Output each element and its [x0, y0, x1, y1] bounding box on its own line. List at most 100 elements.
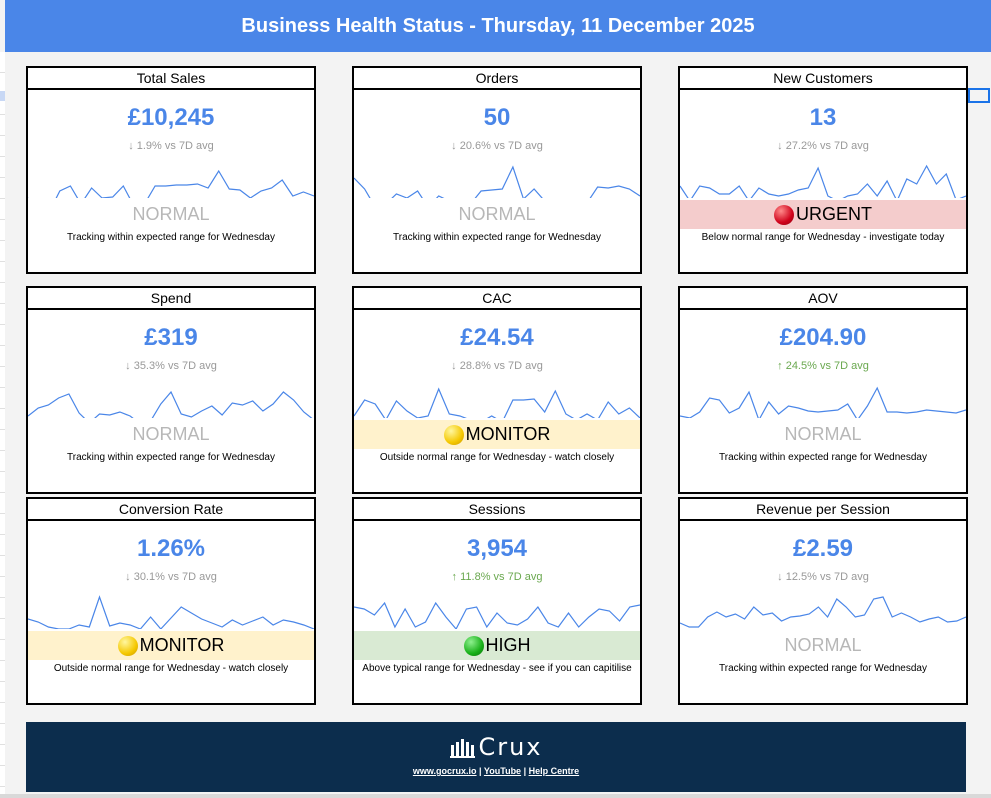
status-description: Above typical range for Wednesday - see … — [362, 663, 632, 674]
card-title: CAC — [354, 288, 640, 310]
card-change: ↑ 24.5% vs 7D avg — [777, 360, 869, 372]
kpi-card-new-customers: New Customers 13 ↓ 27.2% vs 7D avg URGEN… — [678, 66, 968, 274]
card-value: £319 — [144, 324, 198, 351]
kpi-card-orders: Orders 50 ↓ 20.6% vs 7D avg NORMAL Track… — [352, 66, 642, 274]
kpi-card-total-sales: Total Sales £10,245 ↓ 1.9% vs 7D avg NOR… — [26, 66, 316, 274]
sparkline-series — [354, 387, 640, 418]
card-value: £204.90 — [779, 324, 867, 351]
status-band: MONITOR — [354, 420, 640, 449]
kpi-card-cac: CAC £24.54 ↓ 28.8% vs 7D avg MONITOR Out… — [352, 286, 642, 494]
green-circle-icon — [463, 635, 484, 656]
link-separator: | — [521, 766, 529, 776]
sparkline — [354, 165, 640, 198]
yellow-circle-icon — [443, 424, 464, 445]
card-value: 13 — [809, 104, 837, 131]
card-title: Spend — [28, 288, 314, 310]
status-label: HIGH — [485, 635, 531, 655]
status-description: Tracking within expected range for Wedne… — [67, 232, 275, 243]
card-change: ↓ 27.2% vs 7D avg — [777, 140, 869, 152]
status-label: NORMAL — [458, 204, 536, 224]
card-title: Orders — [354, 68, 640, 90]
footer-links: www.gocrux.io | YouTube | Help Centre — [26, 766, 966, 776]
bottom-scrollbar[interactable] — [0, 794, 991, 798]
kpi-card-sessions: Sessions 3,954 ↑ 11.8% vs 7D avg HIGH Ab… — [352, 497, 642, 705]
sparkline-series — [28, 390, 313, 418]
status-description: Outside normal range for Wednesday - wat… — [379, 452, 615, 463]
status-label: MONITOR — [465, 424, 551, 444]
active-cell-selection[interactable] — [968, 88, 990, 103]
building-columns-icon — [450, 739, 476, 758]
card-value: 3,954 — [466, 535, 528, 562]
kpi-card-conversion-rate: Conversion Rate 1.26% ↓ 30.1% vs 7D avg … — [26, 497, 316, 705]
card-change: ↓ 12.5% vs 7D avg — [777, 571, 869, 583]
sparkline — [680, 164, 966, 198]
sparkline-series — [354, 165, 640, 198]
sparkline-series — [354, 601, 640, 629]
card-change: ↓ 28.8% vs 7D avg — [451, 360, 543, 372]
card-title: Revenue per Session — [680, 499, 966, 521]
status-band: URGENT — [680, 200, 966, 229]
sparkline-series — [680, 164, 966, 198]
sparkline — [680, 386, 966, 418]
card-change: ↓ 1.9% vs 7D avg — [128, 140, 214, 152]
yellow-circle-icon — [117, 635, 138, 656]
selected-row-indicator — [0, 91, 5, 101]
card-value: 1.26% — [136, 535, 206, 562]
card-value: £2.59 — [792, 535, 854, 562]
brand-name: Crux — [478, 733, 543, 761]
kpi-card-revenue-per-session: Revenue per Session £2.59 ↓ 12.5% vs 7D … — [678, 497, 968, 705]
card-value: £10,245 — [127, 104, 215, 131]
spreadsheet-row-gutter — [0, 52, 5, 798]
card-change: ↓ 30.1% vs 7D avg — [125, 571, 217, 583]
status-description: Tracking within expected range for Wedne… — [719, 663, 927, 674]
page-title: Business Health Status - Thursday, 11 De… — [241, 14, 755, 37]
sparkline — [354, 387, 640, 418]
website-link[interactable]: www.gocrux.io — [412, 766, 477, 776]
sparkline — [28, 390, 313, 418]
status-label: NORMAL — [132, 424, 210, 444]
sparkline — [28, 595, 314, 629]
sparkline-series — [28, 595, 314, 629]
youtube-link[interactable]: YouTube — [483, 766, 522, 776]
status-band: NORMAL — [28, 420, 314, 449]
card-title: Sessions — [354, 499, 640, 521]
status-description: Tracking within expected range for Wedne… — [719, 452, 927, 463]
card-change: ↑ 11.8% vs 7D avg — [451, 571, 543, 583]
card-title: Conversion Rate — [28, 499, 314, 521]
status-label: NORMAL — [784, 635, 862, 655]
status-band: MONITOR — [28, 631, 314, 660]
sparkline-series — [680, 596, 966, 628]
card-value: 50 — [483, 104, 511, 131]
sparkline — [28, 169, 314, 198]
card-title: New Customers — [680, 68, 966, 90]
status-description: Tracking within expected range for Wedne… — [67, 452, 275, 463]
status-band: NORMAL — [354, 200, 640, 229]
status-label: NORMAL — [132, 204, 210, 224]
status-band: HIGH — [354, 631, 640, 660]
sparkline — [680, 596, 966, 628]
link-separator: | — [476, 766, 484, 776]
footer: Crux www.gocrux.io | YouTube | Help Cent… — [26, 722, 966, 792]
status-label: URGENT — [796, 204, 872, 224]
card-title: Total Sales — [28, 68, 314, 90]
card-title: AOV — [680, 288, 966, 310]
kpi-card-spend: Spend £319 ↓ 35.3% vs 7D avg NORMAL Trac… — [26, 286, 316, 494]
sparkline-series — [28, 169, 314, 198]
brand-logo: Crux — [26, 733, 966, 761]
status-description: Outside normal range for Wednesday - wat… — [53, 663, 289, 674]
card-change: ↓ 20.6% vs 7D avg — [451, 140, 543, 152]
help-centre-link[interactable]: Help Centre — [528, 766, 580, 776]
sparkline — [354, 601, 640, 629]
kpi-card-aov: AOV £204.90 ↑ 24.5% vs 7D avg NORMAL Tra… — [678, 286, 968, 494]
red-circle-icon — [774, 204, 794, 225]
status-band: NORMAL — [680, 631, 966, 660]
status-description: Tracking within expected range for Wedne… — [393, 232, 601, 243]
status-description: Below normal range for Wednesday - inves… — [701, 232, 945, 243]
status-band: NORMAL — [28, 200, 314, 229]
card-value: £24.54 — [460, 324, 534, 351]
status-label: MONITOR — [139, 635, 225, 655]
sparkline-series — [680, 386, 966, 418]
status-band: NORMAL — [680, 420, 966, 449]
status-label: NORMAL — [784, 424, 862, 444]
dashboard-header: Business Health Status - Thursday, 11 De… — [5, 0, 991, 52]
